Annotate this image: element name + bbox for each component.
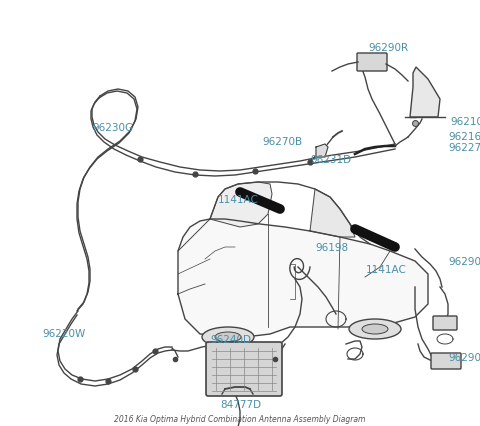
Text: 96227A: 96227A [448, 143, 480, 153]
Polygon shape [310, 190, 355, 237]
Text: 96231D: 96231D [310, 155, 351, 164]
Text: 96270B: 96270B [262, 137, 302, 147]
Text: 96290R: 96290R [368, 43, 408, 53]
Text: 1141AC: 1141AC [218, 195, 259, 204]
Ellipse shape [362, 324, 388, 334]
Text: 96240D: 96240D [210, 334, 251, 344]
Text: 96230G: 96230G [92, 123, 133, 132]
Text: 96210L: 96210L [450, 117, 480, 127]
Polygon shape [210, 183, 272, 227]
FancyBboxPatch shape [433, 316, 457, 330]
Text: 96290Z: 96290Z [448, 256, 480, 266]
Text: 96290L: 96290L [448, 352, 480, 362]
Text: 2016 Kia Optima Hybrid Combination Antenna Assembly Diagram: 2016 Kia Optima Hybrid Combination Anten… [114, 414, 366, 423]
Text: 1141AC: 1141AC [366, 265, 407, 274]
Polygon shape [410, 68, 440, 118]
FancyBboxPatch shape [206, 342, 282, 396]
Ellipse shape [202, 327, 254, 347]
Ellipse shape [215, 332, 241, 342]
Text: 84777D: 84777D [220, 399, 261, 409]
Text: 96216: 96216 [448, 132, 480, 142]
Ellipse shape [349, 319, 401, 339]
FancyBboxPatch shape [431, 353, 461, 369]
Polygon shape [178, 219, 428, 337]
Polygon shape [316, 145, 328, 158]
Text: 96220W: 96220W [42, 328, 85, 338]
Text: 96198: 96198 [315, 242, 348, 253]
FancyBboxPatch shape [357, 54, 387, 72]
